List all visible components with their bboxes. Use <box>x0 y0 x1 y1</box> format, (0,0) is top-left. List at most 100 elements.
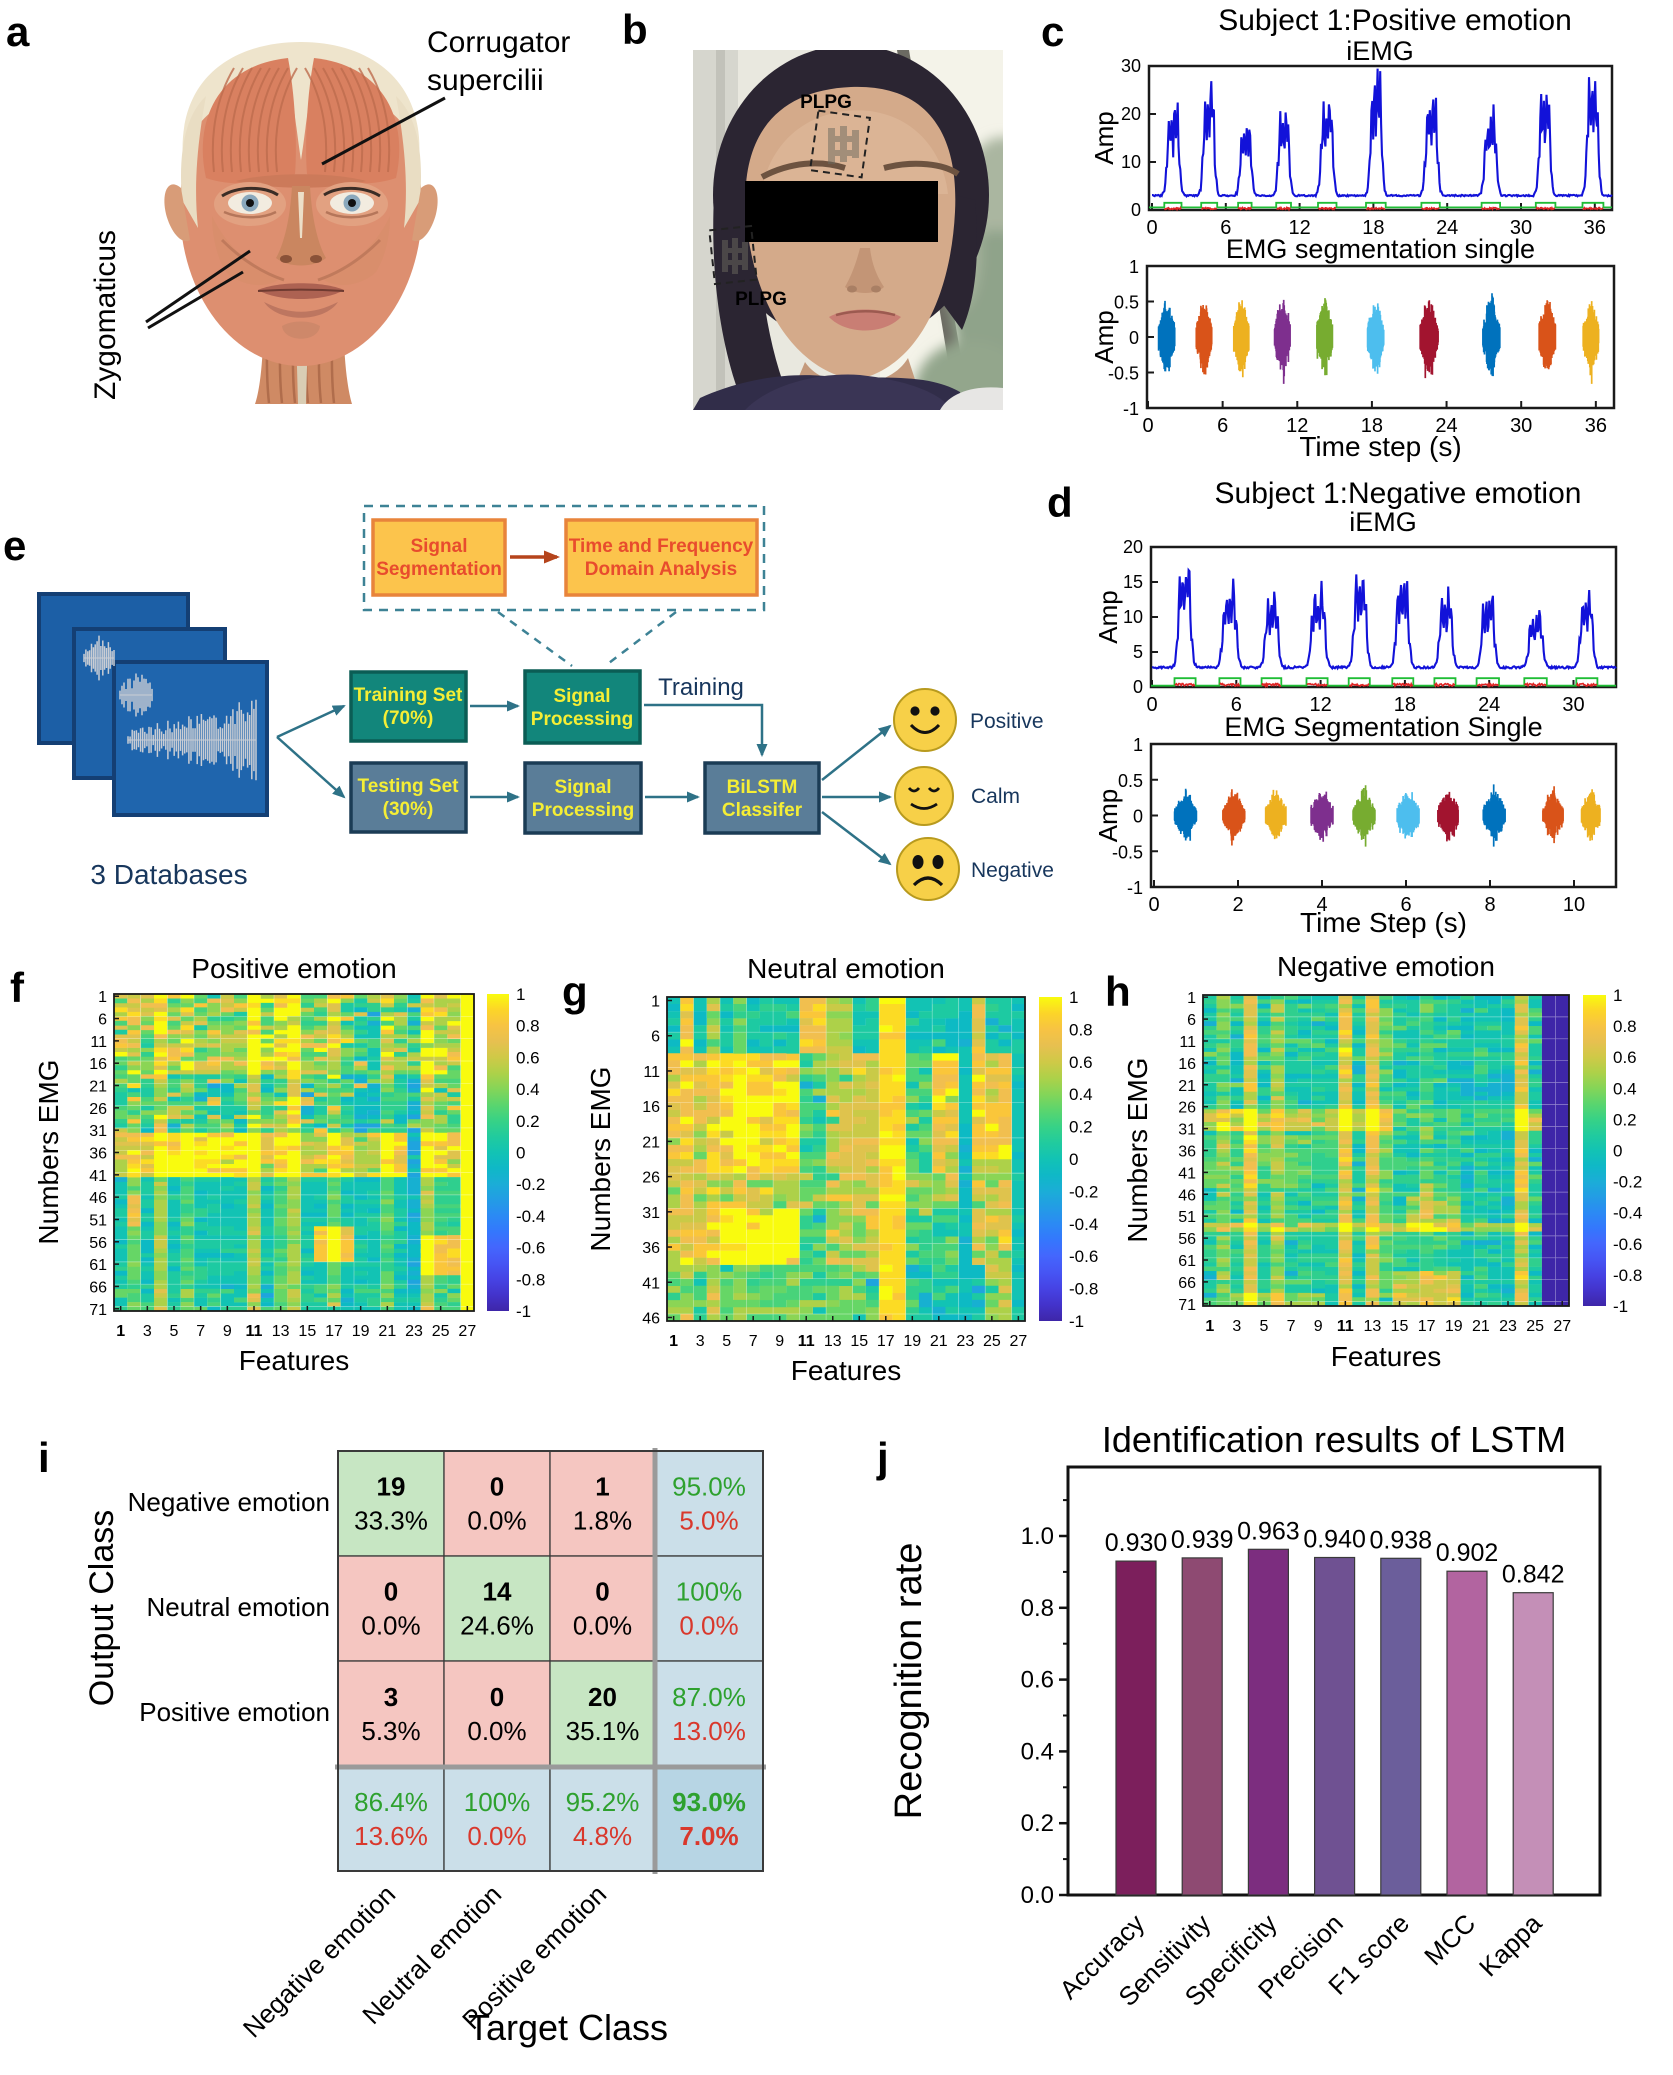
svg-text:Time Step (s): Time Step (s) <box>1300 907 1467 938</box>
svg-text:24: 24 <box>1435 415 1457 437</box>
svg-text:e: e <box>3 522 26 569</box>
svg-text:36: 36 <box>642 1240 660 1257</box>
svg-text:-1: -1 <box>1123 399 1139 419</box>
svg-text:-0.8: -0.8 <box>1613 1266 1642 1285</box>
svg-text:20: 20 <box>1121 104 1141 124</box>
svg-text:Recognition rate: Recognition rate <box>888 1543 930 1820</box>
svg-text:51: 51 <box>89 1212 107 1229</box>
svg-text:7.0%: 7.0% <box>679 1821 738 1851</box>
svg-text:41: 41 <box>642 1275 660 1292</box>
svg-text:1: 1 <box>669 1333 678 1350</box>
svg-text:0.0%: 0.0% <box>467 1821 526 1851</box>
svg-text:24: 24 <box>1478 694 1500 716</box>
svg-text:17: 17 <box>1418 1318 1436 1335</box>
svg-text:36: 36 <box>1585 415 1607 437</box>
svg-text:46: 46 <box>1178 1187 1196 1204</box>
svg-text:56: 56 <box>89 1235 107 1252</box>
svg-text:PLPG: PLPG <box>735 289 787 310</box>
svg-text:6: 6 <box>98 1012 107 1029</box>
svg-text:0: 0 <box>384 1577 398 1607</box>
svg-text:Training: Training <box>658 674 744 701</box>
svg-text:0.0%: 0.0% <box>361 1611 420 1641</box>
svg-text:19: 19 <box>352 1323 370 1340</box>
svg-text:Neutral emotion: Neutral emotion <box>747 953 945 984</box>
svg-text:Calm: Calm <box>971 785 1020 808</box>
svg-text:g: g <box>562 968 588 1015</box>
svg-text:17: 17 <box>877 1333 895 1350</box>
svg-text:27: 27 <box>1009 1333 1027 1350</box>
svg-text:6: 6 <box>1400 894 1411 916</box>
svg-text:Signal: Signal <box>553 686 610 707</box>
svg-text:56: 56 <box>1178 1231 1196 1248</box>
svg-text:Zygomaticus: Zygomaticus <box>89 230 122 400</box>
svg-text:0: 0 <box>1613 1142 1622 1161</box>
svg-text:66: 66 <box>89 1279 107 1296</box>
svg-text:Processing: Processing <box>532 800 634 821</box>
svg-text:31: 31 <box>642 1205 660 1222</box>
svg-text:Processing: Processing <box>531 709 633 730</box>
svg-text:35.1%: 35.1% <box>566 1716 640 1746</box>
svg-text:supercilii: supercilii <box>427 64 544 97</box>
svg-text:Segmentation: Segmentation <box>376 559 502 580</box>
svg-text:13.0%: 13.0% <box>672 1716 746 1746</box>
svg-text:7: 7 <box>1287 1318 1296 1335</box>
svg-text:Features: Features <box>239 1345 350 1376</box>
svg-text:11: 11 <box>1337 1318 1354 1335</box>
svg-text:Amp: Amp <box>1089 310 1119 363</box>
svg-text:0.938: 0.938 <box>1370 1526 1433 1554</box>
svg-text:18: 18 <box>1361 415 1383 437</box>
svg-text:9: 9 <box>775 1333 784 1350</box>
svg-text:-1: -1 <box>1613 1297 1628 1316</box>
svg-text:31: 31 <box>89 1123 107 1140</box>
svg-text:Domain Analysis: Domain Analysis <box>585 559 737 580</box>
svg-text:Numbers EMG: Numbers EMG <box>585 1066 616 1251</box>
svg-text:1: 1 <box>516 985 525 1004</box>
svg-text:0.8: 0.8 <box>516 1017 540 1036</box>
svg-text:100%: 100% <box>464 1787 531 1817</box>
svg-text:1: 1 <box>116 1323 125 1340</box>
svg-text:0.902: 0.902 <box>1436 1539 1499 1567</box>
svg-text:Time step (s): Time step (s) <box>1299 431 1461 462</box>
svg-text:-0.2: -0.2 <box>516 1175 545 1194</box>
svg-text:-0.4: -0.4 <box>516 1207 545 1226</box>
svg-text:0.5: 0.5 <box>1118 771 1143 791</box>
svg-text:Target Class: Target Class <box>468 2007 668 2048</box>
svg-text:Neutral emotion: Neutral emotion <box>146 1592 330 1622</box>
svg-text:86.4%: 86.4% <box>354 1787 428 1817</box>
svg-text:PLPG: PLPG <box>800 92 852 113</box>
svg-text:0.8: 0.8 <box>1613 1017 1637 1036</box>
svg-text:0: 0 <box>595 1577 609 1607</box>
svg-text:0: 0 <box>1146 694 1157 716</box>
svg-text:Classifer: Classifer <box>722 800 803 821</box>
svg-text:Numbers EMG: Numbers EMG <box>33 1059 64 1244</box>
svg-text:21: 21 <box>89 1079 107 1096</box>
svg-text:0.4: 0.4 <box>1069 1085 1093 1104</box>
svg-text:b: b <box>622 6 648 53</box>
svg-text:11: 11 <box>246 1323 263 1340</box>
svg-text:30: 30 <box>1121 56 1141 76</box>
svg-text:(30%): (30%) <box>383 799 434 820</box>
svg-text:6: 6 <box>1231 694 1242 716</box>
svg-text:0.842: 0.842 <box>1502 1561 1565 1589</box>
svg-text:0.0%: 0.0% <box>573 1611 632 1641</box>
svg-text:1: 1 <box>1133 735 1143 755</box>
svg-text:h: h <box>1105 968 1131 1015</box>
svg-text:26: 26 <box>1178 1100 1196 1117</box>
svg-text:-0.6: -0.6 <box>516 1239 545 1258</box>
svg-text:d: d <box>1047 479 1073 526</box>
svg-text:0.4: 0.4 <box>516 1080 540 1099</box>
svg-text:Amp: Amp <box>1089 111 1119 164</box>
svg-text:26: 26 <box>89 1101 107 1118</box>
svg-text:25: 25 <box>432 1323 450 1340</box>
svg-text:1: 1 <box>1613 986 1622 1005</box>
svg-text:6: 6 <box>1220 217 1231 239</box>
svg-text:21: 21 <box>642 1134 660 1151</box>
svg-text:11: 11 <box>643 1064 660 1081</box>
svg-text:21: 21 <box>1178 1078 1196 1095</box>
svg-text:71: 71 <box>89 1302 107 1319</box>
svg-text:-0.4: -0.4 <box>1613 1204 1642 1223</box>
svg-text:0.2: 0.2 <box>516 1112 540 1131</box>
svg-text:0: 0 <box>516 1144 525 1163</box>
svg-text:Subject 1:Negative emotion: Subject 1:Negative emotion <box>1215 477 1582 510</box>
svg-text:Signal: Signal <box>410 536 467 557</box>
